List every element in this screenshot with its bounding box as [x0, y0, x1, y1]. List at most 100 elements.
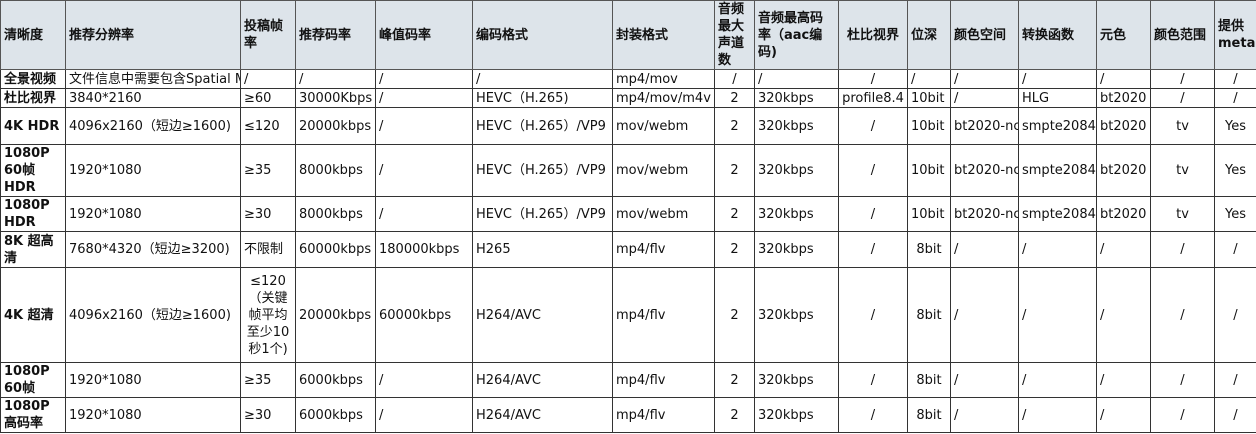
table-cell: / — [1096, 231, 1151, 268]
table-cell: / — [1150, 231, 1215, 268]
row-label: 4K 超清 — [0, 267, 66, 363]
table-cell: 320kbps — [754, 231, 839, 268]
table-cell: 2 — [714, 397, 755, 433]
table-cell: / — [1096, 69, 1151, 89]
table-cell: mp4/flv — [612, 362, 715, 398]
table-row: 4K HDR 4096x2160（短边≥1600) ≤120 20000kbps / HE… — [0, 107, 1256, 145]
column-header: 封装格式 — [612, 0, 715, 70]
table-cell: 10bit — [907, 196, 951, 232]
table-cell: Yes — [1214, 144, 1256, 197]
table-cell: 320kbps — [754, 88, 839, 108]
table-cell: / — [375, 107, 473, 145]
table-cell: / — [1018, 69, 1097, 89]
table-cell: ≥30 — [240, 196, 296, 232]
table-row: 4K 超清 4096x2160（短边≥1600) ≤120 （关键帧平均至少10秒1… — [0, 267, 1256, 363]
table-cell: / — [1018, 362, 1097, 398]
column-header: 推荐分辨率 — [65, 0, 241, 70]
table-cell: / — [1214, 267, 1256, 363]
table-cell: 2 — [714, 267, 755, 363]
table-cell: HEVC（H.265）/VP9 — [472, 196, 613, 232]
table-cell: bt2020 — [1096, 144, 1151, 197]
column-header: 峰值码率 — [375, 0, 473, 70]
table-cell: H264/AVC — [472, 362, 613, 398]
table-cell: / — [838, 267, 908, 363]
table-cell: bt2020-nc — [950, 196, 1019, 232]
table-cell: Yes — [1214, 196, 1256, 232]
table-row: 1080P HDR 1920*1080 ≥30 8000kbps / HEVC（H.265… — [0, 196, 1256, 232]
table-cell: / — [1096, 267, 1151, 363]
table-cell: bt2020 — [1096, 196, 1151, 232]
table-cell: HLG — [1018, 88, 1097, 108]
table-cell: ≥35 — [240, 144, 296, 197]
table-cell: 320kbps — [754, 362, 839, 398]
table-row: 8K 超高清 7680*4320（短边≥3200) 不限制 60000kbps 1800… — [0, 231, 1256, 268]
table-cell: 1920*1080 — [65, 144, 241, 197]
table-cell: 10bit — [907, 88, 951, 108]
table-cell: mp4/mov/m4v — [612, 88, 715, 108]
table-cell: / — [1096, 362, 1151, 398]
table-cell: mp4/mov — [612, 69, 715, 89]
table-cell: ≥35 — [240, 362, 296, 398]
table-cell: Yes — [1214, 107, 1256, 145]
table-cell: 320kbps — [754, 196, 839, 232]
table-cell: 320kbps — [754, 267, 839, 363]
table-cell: / — [1150, 362, 1215, 398]
table-cell: / — [950, 88, 1019, 108]
table-cell: 4096x2160（短边≥1600) — [65, 267, 241, 363]
table-cell: bt2020 — [1096, 88, 1151, 108]
row-label: 杜比视界 — [0, 88, 66, 108]
table-cell: / — [375, 88, 473, 108]
row-label: 1080P 高码率 — [0, 397, 66, 433]
table-cell: / — [240, 69, 296, 89]
table-cell: tv — [1150, 107, 1215, 145]
table-cell: / — [950, 397, 1019, 433]
column-header: 转换函数 — [1018, 0, 1097, 70]
table-cell: tv — [1150, 144, 1215, 197]
table-cell: 1920*1080 — [65, 362, 241, 398]
table-cell: smpte2084 — [1018, 196, 1097, 232]
table-cell: / — [1150, 397, 1215, 433]
table-cell: / — [950, 267, 1019, 363]
table-cell: H264/AVC — [472, 267, 613, 363]
column-header: 音频最大声道数 — [714, 0, 755, 70]
table-cell: / — [1096, 397, 1151, 433]
table-cell: / — [714, 69, 755, 89]
table-cell: 8bit — [907, 397, 951, 433]
table-cell: tv — [1150, 196, 1215, 232]
table-cell: / — [838, 107, 908, 145]
table-cell: bt2020 — [1096, 107, 1151, 145]
table-cell: 2 — [714, 107, 755, 145]
table-cell: 8bit — [907, 231, 951, 268]
table-cell: 6000kbps — [295, 397, 376, 433]
column-header: 提供meta — [1214, 0, 1256, 70]
table-cell: / — [838, 144, 908, 197]
table-cell: 8000kbps — [295, 144, 376, 197]
column-header: 元色 — [1096, 0, 1151, 70]
table-row: 1080P 60帧 1920*1080 ≥35 6000kbps / H264/AVC mp… — [0, 362, 1256, 398]
table-cell: smpte2084 — [1018, 107, 1097, 145]
table-cell: mp4/flv — [612, 267, 715, 363]
table-cell: / — [1150, 267, 1215, 363]
table-cell: / — [472, 69, 613, 89]
table-cell: ≤120 — [240, 107, 296, 145]
table-cell: / — [1214, 88, 1256, 108]
table-cell: 320kbps — [754, 144, 839, 197]
table-cell: 2 — [714, 88, 755, 108]
table-cell: / — [907, 69, 951, 89]
table-cell: / — [375, 397, 473, 433]
table-cell: H265 — [472, 231, 613, 268]
row-label: 1080P 60帧 — [0, 362, 66, 398]
column-header: 编码格式 — [472, 0, 613, 70]
table-cell: profile8.4 — [838, 88, 908, 108]
column-header: 杜比视界 — [838, 0, 908, 70]
table-cell: H264/AVC — [472, 397, 613, 433]
table-cell: 2 — [714, 144, 755, 197]
column-header: 清晰度 — [0, 0, 66, 70]
column-header: 位深 — [907, 0, 951, 70]
table-cell: 6000kbps — [295, 362, 376, 398]
table-cell: / — [838, 196, 908, 232]
table-cell: mov/webm — [612, 107, 715, 145]
table-cell: / — [838, 362, 908, 398]
